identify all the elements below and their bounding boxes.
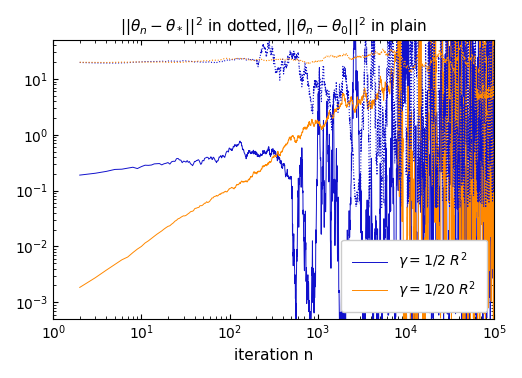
$\gamma = 1 / 20\ R^2$ <box>271 153 278 158</box>
$\gamma = 1 / 2\ R^2$ <box>245 151 251 156</box>
$\gamma = 1 / 20\ R^2$ <box>491 235 497 239</box>
$\gamma = 1 / 2\ R^2$ <box>438 68 444 72</box>
$\gamma = 1 / 2\ R^2$ <box>307 326 314 331</box>
$\gamma = 1 / 20\ R^2$ <box>245 178 251 182</box>
Line: $\gamma = 1 / 2\ R^2$: $\gamma = 1 / 2\ R^2$ <box>80 14 494 328</box>
$\gamma = 1 / 20\ R^2$ <box>438 54 444 59</box>
$\gamma = 1 / 2\ R^2$ <box>421 214 427 218</box>
$\gamma = 1 / 2\ R^2$ <box>130 165 136 169</box>
$\gamma = 1 / 2\ R^2$ <box>351 11 357 16</box>
X-axis label: iteration n: iteration n <box>234 348 313 363</box>
$\gamma = 1 / 2\ R^2$ <box>271 149 278 154</box>
$\gamma = 1 / 2\ R^2$ <box>269 148 276 152</box>
$\gamma = 1 / 2\ R^2$ <box>491 142 497 146</box>
Line: $\gamma = 1 / 20\ R^2$: $\gamma = 1 / 20\ R^2$ <box>80 14 494 328</box>
Legend: $\gamma = 1 / 2\ R^2$, $\gamma = 1 / 20\ R^2$: $\gamma = 1 / 2\ R^2$, $\gamma = 1 / 20\… <box>341 240 488 312</box>
$\gamma = 1 / 20\ R^2$ <box>402 326 409 331</box>
$\gamma = 1 / 20\ R^2$ <box>130 250 136 255</box>
$\gamma = 1 / 2\ R^2$ <box>77 173 83 177</box>
$\gamma = 1 / 20\ R^2$ <box>269 155 276 160</box>
$\gamma = 1 / 20\ R^2$ <box>417 11 423 16</box>
$\gamma = 1 / 20\ R^2$ <box>77 285 83 290</box>
Title: $||\theta_n - \theta_*||^2$ in dotted, $||\theta_n - \theta_0||^2$ in plain: $||\theta_n - \theta_*||^2$ in dotted, $… <box>120 15 428 38</box>
$\gamma = 1 / 20\ R^2$ <box>421 326 427 331</box>
